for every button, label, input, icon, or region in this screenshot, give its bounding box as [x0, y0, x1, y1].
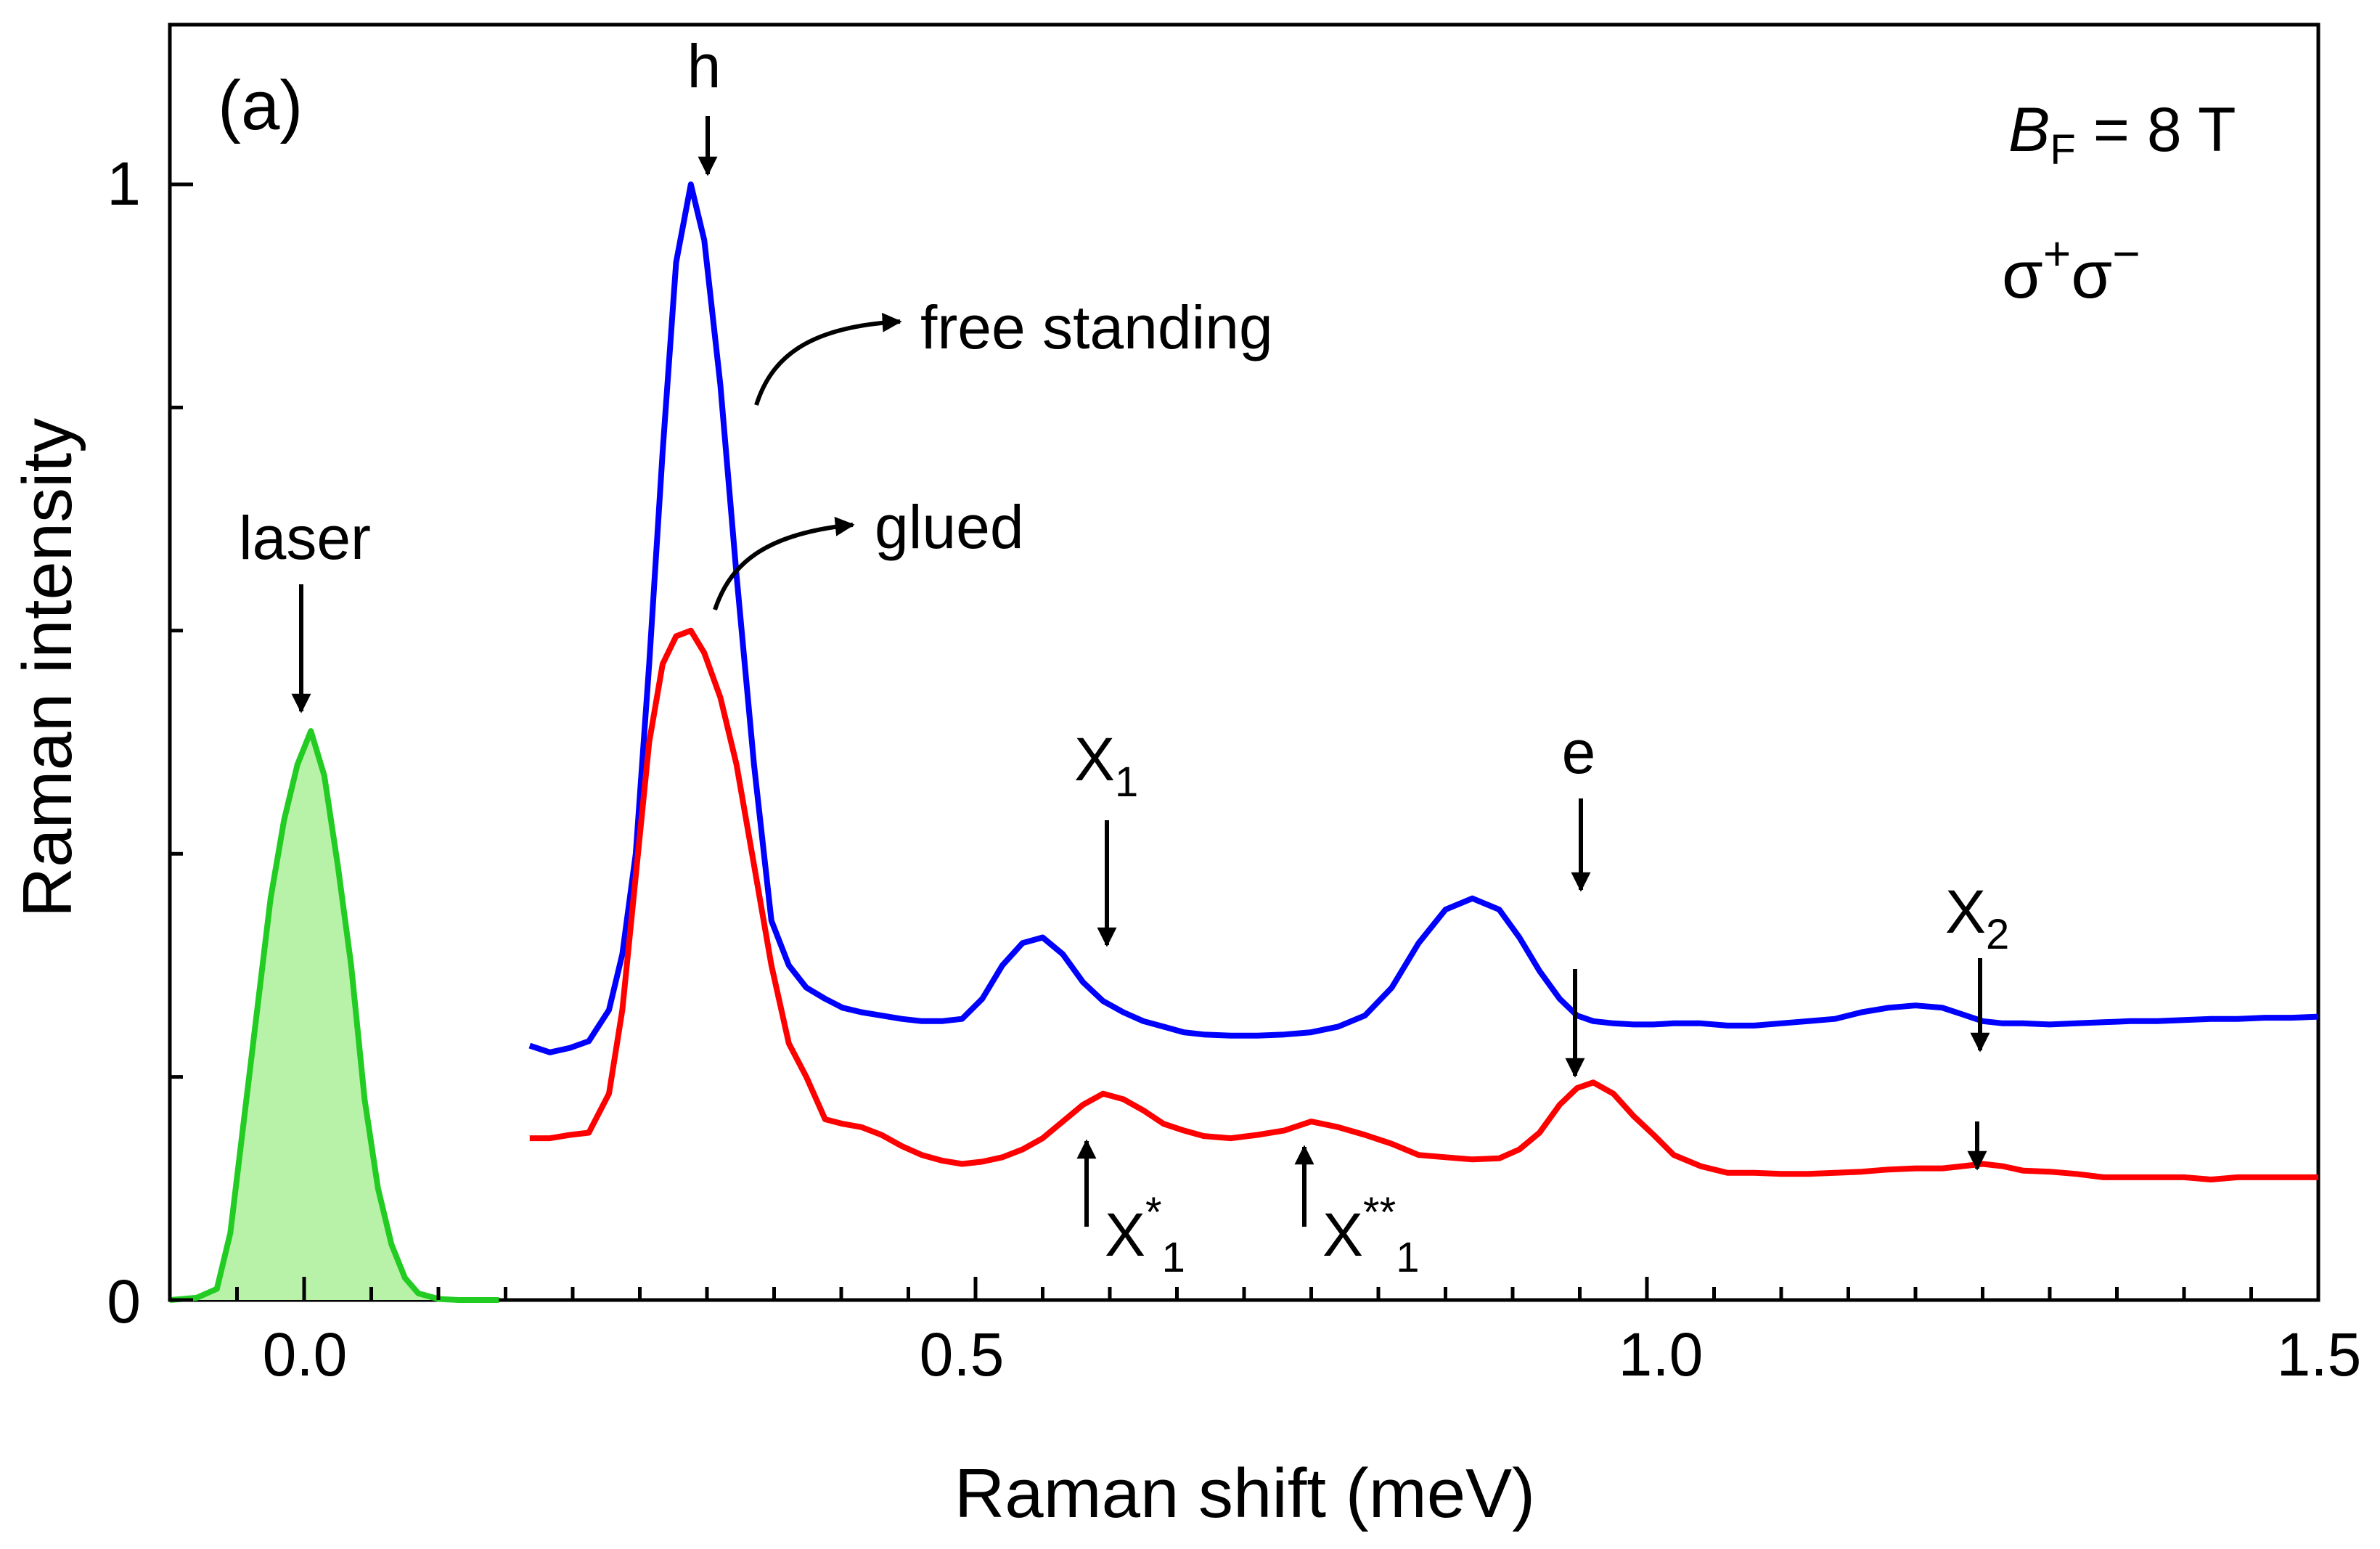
x-axis-title: Raman shift (meV)	[954, 1455, 1535, 1532]
x2-label: X2	[1945, 878, 2009, 958]
free-standing-label: free standing	[920, 293, 1273, 361]
x1-star-label: X*1	[1105, 1189, 1185, 1281]
x-tick-label: 1.0	[1619, 1320, 1704, 1389]
laser-series	[169, 728, 499, 1303]
y-tick-label: 0	[107, 1267, 141, 1336]
y-axis-title: Raman intensity	[9, 418, 86, 917]
glued-line	[529, 627, 2318, 1182]
field-label: BF = 8 T	[2008, 95, 2236, 173]
axis-ticks	[168, 182, 2320, 1302]
laser-fill	[170, 731, 499, 1300]
polarization-label: σ+σ−	[2002, 226, 2140, 312]
plot-frame	[168, 23, 2320, 1302]
data-series	[528, 181, 2319, 1182]
laser-label: laser	[239, 504, 371, 572]
x-tick-label: 0.0	[263, 1320, 348, 1389]
annotation-arrows	[291, 116, 1990, 1227]
panel-label: (a)	[218, 67, 303, 144]
free-standing-line	[528, 181, 2319, 1055]
free-standing-arrow	[754, 312, 902, 406]
y-tick-label: 1	[107, 150, 141, 218]
glued-label: glued	[875, 493, 1024, 561]
glued-arrow	[713, 516, 855, 610]
x1-label: X1	[1074, 725, 1138, 806]
h-label: h	[687, 32, 721, 100]
e-label: e	[1562, 718, 1596, 786]
laser-line	[169, 728, 499, 1303]
x-tick-label: 1.5	[2277, 1320, 2362, 1389]
x-tick-label: 0.5	[920, 1320, 1005, 1389]
x1-dstar-label: X**1	[1322, 1189, 1419, 1281]
